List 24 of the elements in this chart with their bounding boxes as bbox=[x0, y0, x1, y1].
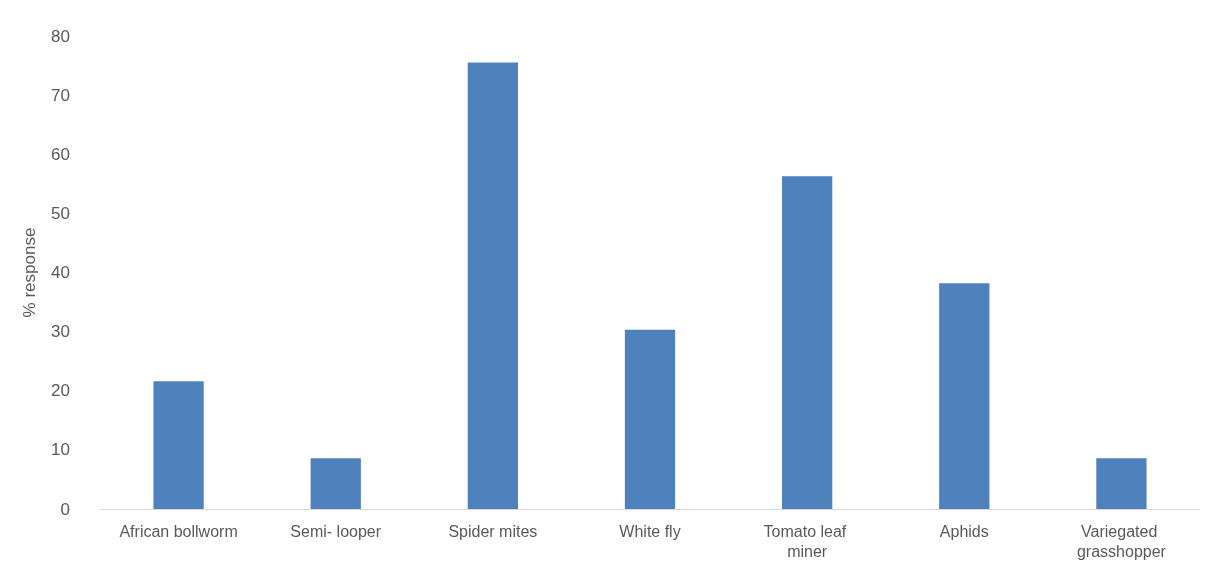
x-tick-label: Spider mites bbox=[448, 522, 538, 540]
bar bbox=[939, 283, 990, 509]
x-tick-label: Tomato leaf miner bbox=[763, 522, 851, 560]
x-tick-label: African bollworm bbox=[119, 522, 238, 540]
bar bbox=[624, 329, 676, 509]
y-tick-label: 40 bbox=[51, 263, 70, 282]
bar bbox=[467, 62, 518, 509]
y-axis-title: % response bbox=[20, 227, 39, 318]
y-tick-label: 50 bbox=[51, 203, 70, 223]
y-tick-label: 20 bbox=[51, 381, 70, 401]
x-tick-label: Semi- looper bbox=[290, 522, 382, 540]
y-tick-label: 30 bbox=[51, 322, 70, 342]
bar bbox=[782, 176, 833, 509]
y-tick-label: 70 bbox=[51, 85, 70, 105]
x-tick-label: Variegated grasshopper bbox=[1076, 522, 1167, 560]
x-tick-label: White fly bbox=[619, 522, 681, 540]
y-tick-label: 60 bbox=[51, 144, 70, 164]
y-tick-label: 10 bbox=[51, 440, 70, 460]
bar bbox=[153, 381, 204, 509]
y-tick-label: 80 bbox=[51, 26, 70, 46]
y-tick-label: 0 bbox=[60, 499, 70, 519]
x-tick-label: Aphids bbox=[939, 522, 989, 540]
bar bbox=[310, 458, 361, 509]
bar bbox=[1096, 458, 1147, 509]
